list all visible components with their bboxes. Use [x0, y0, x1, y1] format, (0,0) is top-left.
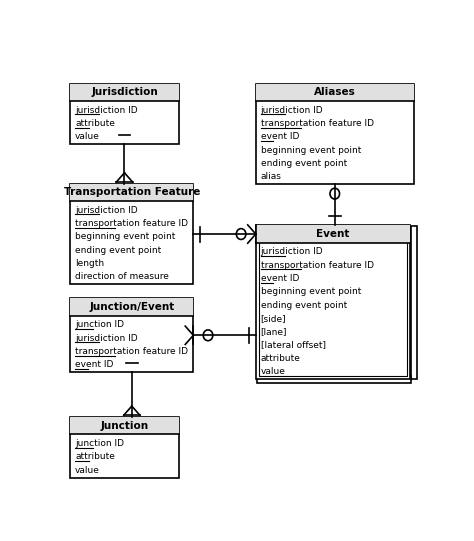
Text: transportation feature ID: transportation feature ID [75, 219, 188, 228]
Bar [70, 183, 193, 285]
Text: beginning event point: beginning event point [261, 287, 361, 296]
Text: Transportation Feature: Transportation Feature [64, 187, 200, 197]
Text: [side]: [side] [261, 314, 286, 323]
Text: jurisdiction ID: jurisdiction ID [261, 105, 323, 115]
Text: beginning event point: beginning event point [75, 232, 175, 241]
Bar [70, 84, 179, 144]
Bar [256, 225, 410, 243]
Text: Junction/Event: Junction/Event [89, 302, 174, 312]
Bar [256, 84, 414, 184]
Bar [70, 183, 193, 201]
Bar [256, 225, 410, 379]
Bar [70, 298, 193, 316]
Text: transportation feature ID: transportation feature ID [261, 119, 374, 128]
Text: ending event point: ending event point [75, 246, 161, 255]
Text: Junction: Junction [100, 421, 148, 431]
Text: transportation feature ID: transportation feature ID [75, 347, 188, 356]
Text: Event: Event [316, 229, 350, 239]
Bar [256, 375, 411, 383]
Text: ending event point: ending event point [261, 301, 347, 309]
Text: junction ID: junction ID [75, 439, 124, 448]
Bar [70, 298, 193, 372]
Text: event ID: event ID [261, 133, 299, 141]
Text: value: value [75, 466, 100, 474]
Text: attribute: attribute [261, 354, 301, 363]
Text: attribute: attribute [75, 452, 115, 461]
Text: beginning event point: beginning event point [261, 146, 361, 155]
Text: alias: alias [261, 173, 282, 181]
Text: ending event point: ending event point [261, 159, 347, 168]
Text: length: length [75, 259, 104, 268]
Text: event ID: event ID [261, 274, 299, 283]
Bar [411, 226, 417, 379]
Text: transportation feature ID: transportation feature ID [261, 261, 374, 269]
Text: direction of measure: direction of measure [75, 272, 169, 281]
Text: attribute: attribute [75, 119, 115, 128]
Bar [70, 84, 179, 101]
Text: junction ID: junction ID [75, 320, 124, 329]
Text: Jurisdiction: Jurisdiction [91, 88, 158, 97]
Text: event ID: event ID [75, 360, 113, 369]
Text: value: value [75, 133, 100, 141]
Text: jurisdiction ID: jurisdiction ID [75, 105, 137, 115]
Text: [lateral offset]: [lateral offset] [261, 341, 326, 349]
Bar [70, 417, 179, 434]
Text: value: value [261, 367, 285, 376]
Bar [256, 84, 414, 101]
Text: jurisdiction ID: jurisdiction ID [75, 206, 137, 215]
Text: jurisdiction ID: jurisdiction ID [75, 333, 137, 342]
Text: jurisdiction ID: jurisdiction ID [261, 247, 323, 256]
Text: [lane]: [lane] [261, 327, 287, 337]
Bar [70, 417, 179, 478]
Text: Aliases: Aliases [314, 88, 356, 97]
